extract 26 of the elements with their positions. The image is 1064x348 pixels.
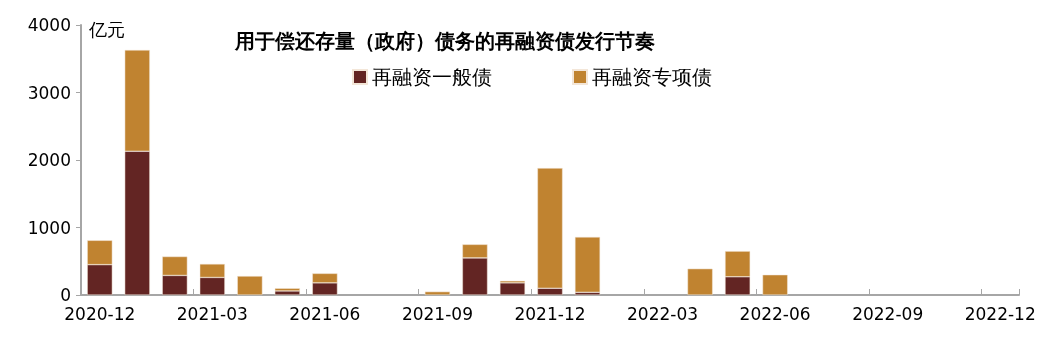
y-tick-label: 4000 (27, 15, 71, 35)
y-tick-label: 1000 (27, 217, 71, 238)
bar (687, 268, 713, 295)
bar (762, 274, 788, 295)
bar (499, 282, 526, 295)
y-tick-label: 0 (60, 285, 71, 305)
legend-label: 再融资一般债 (372, 65, 492, 89)
x-tick-label: 2021-09 (401, 303, 473, 324)
legend-label: 再融资专项债 (592, 65, 712, 89)
bar (274, 290, 300, 295)
x-tick-label: 2021-12 (514, 303, 586, 324)
x-tick-label: 2022-03 (627, 303, 699, 324)
bar (237, 276, 263, 295)
chart-title: 用于偿还存量（政府）债务的再融资债发行节奏 (234, 29, 655, 53)
bar (424, 291, 451, 295)
bar (274, 288, 300, 291)
x-tick-label: 2021-06 (289, 303, 361, 324)
x-tick-label: 2022-12 (964, 303, 1036, 324)
x-tick-label: 2021-03 (176, 303, 248, 324)
y-tick-label: 2000 (27, 150, 71, 170)
x-tick-label: 2020-12 (64, 303, 136, 324)
y-tick-label: 3000 (27, 82, 71, 103)
x-tick-label: 2022-09 (852, 303, 924, 324)
y-axis-title: 亿元 (88, 18, 125, 40)
bar (574, 236, 601, 293)
x-tick-label: 2022-06 (739, 303, 811, 324)
